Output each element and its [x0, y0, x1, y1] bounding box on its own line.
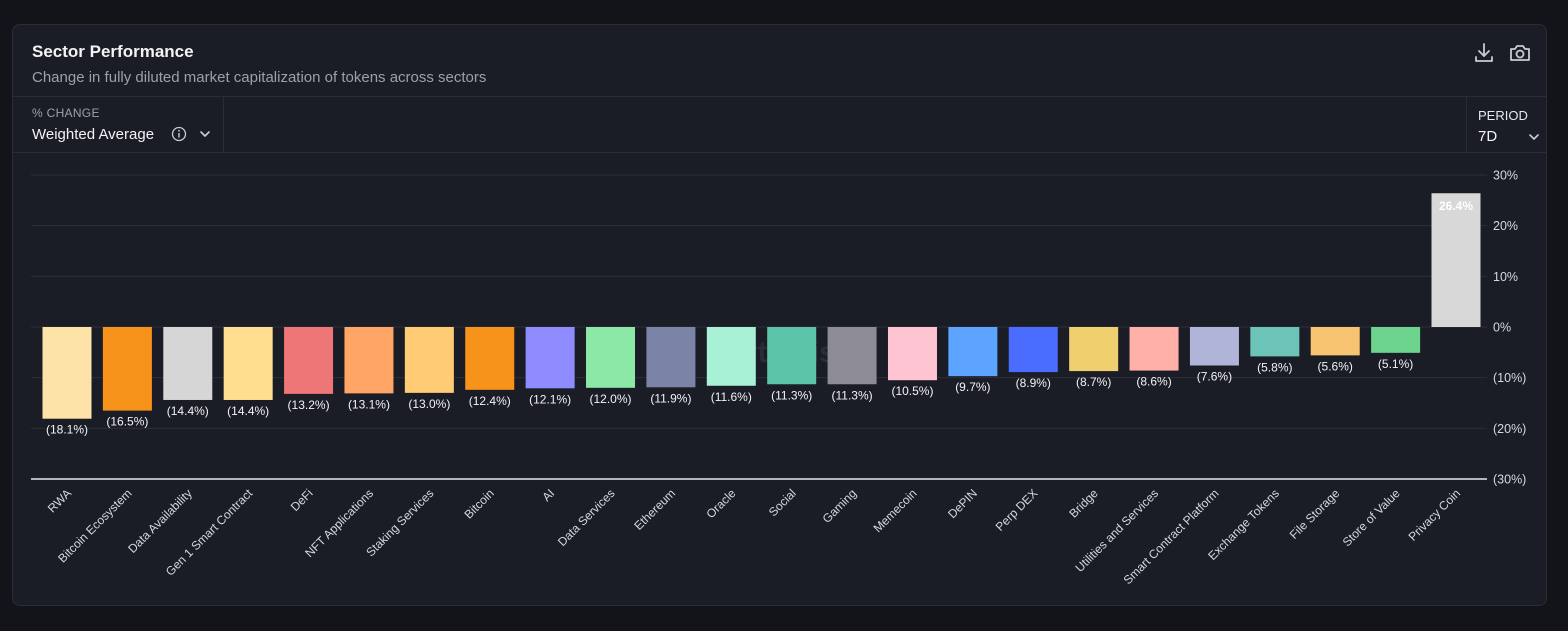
bar-oracle[interactable]: [706, 327, 756, 386]
bar-exchange-tokens[interactable]: [1250, 327, 1300, 357]
bar-smart-contract-platform[interactable]: [1189, 327, 1239, 366]
x-tick-label: Social: [766, 486, 799, 519]
data-label: (14.4%): [227, 404, 269, 418]
bar-bitcoin[interactable]: [465, 327, 515, 390]
data-label: 26.4%: [1439, 199, 1473, 213]
bar-nft-applications[interactable]: [344, 327, 394, 394]
data-label: (9.7%): [955, 380, 990, 394]
y-tick-label: 0%: [1493, 321, 1511, 335]
metric-dropdown[interactable]: % CHANGE Weighted Average: [13, 97, 224, 152]
data-label: (13.0%): [408, 397, 450, 411]
bar-gen-1-smart-contract[interactable]: [223, 327, 273, 400]
bar-staking-services[interactable]: [404, 327, 454, 393]
data-label: (7.6%): [1197, 370, 1232, 384]
y-tick-label: 20%: [1493, 219, 1518, 233]
chart-controls: % CHANGE Weighted Average PERIOD 7D: [13, 96, 1546, 153]
metric-label: % CHANGE: [32, 106, 100, 120]
data-label: (13.1%): [348, 397, 390, 411]
data-label: (12.4%): [469, 394, 511, 408]
x-tick-label: AI: [539, 486, 557, 504]
period-label: PERIOD: [1478, 108, 1528, 123]
data-label: (14.4%): [167, 404, 209, 418]
bar-ethereum[interactable]: [646, 327, 696, 388]
data-label: (10.5%): [891, 384, 933, 398]
period-value: 7D: [1478, 128, 1498, 145]
bar-data-services[interactable]: [586, 327, 636, 388]
bar-rwa[interactable]: [42, 327, 92, 419]
x-tick-label: Data Services: [555, 486, 618, 549]
data-label: (11.3%): [771, 388, 812, 402]
x-tick-label: Privacy Coin: [1406, 486, 1464, 544]
bar-bridge[interactable]: [1069, 327, 1119, 372]
x-tick-label: Oracle: [704, 486, 739, 521]
data-label: (16.5%): [106, 415, 148, 429]
bar-file-storage[interactable]: [1310, 327, 1360, 356]
data-label: (8.6%): [1136, 375, 1171, 389]
chevron-down-icon: [200, 131, 210, 137]
data-label: (5.1%): [1378, 357, 1413, 371]
y-axis-labels: 30% 20% 10% 0% (10%) (20%) (30%): [1493, 169, 1526, 487]
bar-utilities-and-services[interactable]: [1129, 327, 1179, 371]
sector-performance-card: Sector Performance Change in fully dilut…: [12, 24, 1547, 606]
x-tick-label: Gaming: [820, 486, 860, 526]
chart-subtitle: Change in fully diluted market capitaliz…: [32, 69, 487, 86]
y-tick-label: (10%): [1493, 371, 1526, 385]
bar-privacy-coin[interactable]: [1431, 193, 1481, 327]
grid-lines: [31, 174, 1487, 480]
x-tick-label: DeFi: [288, 486, 316, 514]
x-tick-label: Store of Value: [1340, 486, 1403, 549]
x-tick-label: Perp DEX: [993, 486, 1041, 534]
bar-data-availability[interactable]: [163, 327, 213, 400]
metric-value: Weighted Average: [32, 126, 155, 143]
info-icon[interactable]: [171, 126, 187, 142]
data-label: (11.3%): [832, 388, 873, 402]
data-label: (13.2%): [288, 398, 330, 412]
data-label: (5.8%): [1257, 360, 1292, 374]
x-tick-label: Ethereum: [631, 486, 678, 533]
download-icon[interactable]: [1472, 41, 1496, 65]
y-tick-label: (30%): [1493, 473, 1526, 487]
x-tick-label: Memecoin: [871, 486, 920, 535]
data-label: (11.9%): [650, 391, 691, 405]
bar-bitcoin-ecosystem[interactable]: [102, 327, 152, 411]
bar-gaming[interactable]: [827, 327, 877, 385]
chart-title: Sector Performance: [32, 42, 194, 61]
bar-store-of-value[interactable]: [1371, 327, 1421, 353]
x-tick-label: DePIN: [945, 486, 980, 521]
y-tick-label: 10%: [1493, 270, 1518, 284]
x-tick-label: File Storage: [1287, 486, 1343, 542]
chevron-down-icon: [1529, 134, 1539, 140]
data-label: (5.6%): [1318, 359, 1353, 373]
bars: (18.1%) (16.5%) (14.4%) (14.4%) (13.2%) (13.1…: [42, 193, 1481, 437]
data-label: (11.6%): [711, 390, 752, 404]
bar-memecoin[interactable]: [887, 327, 937, 381]
bar-social[interactable]: [767, 327, 817, 385]
y-tick-label: (20%): [1493, 422, 1526, 436]
x-tick-label: Bitcoin: [461, 486, 496, 521]
bar-perp-dex[interactable]: [1008, 327, 1058, 373]
period-dropdown[interactable]: PERIOD 7D: [1466, 97, 1547, 152]
bar-defi[interactable]: [284, 327, 334, 394]
y-tick-label: 30%: [1493, 169, 1518, 183]
data-label: (8.7%): [1076, 375, 1111, 389]
bar-depin[interactable]: [948, 327, 998, 377]
data-label: (18.1%): [46, 423, 88, 437]
x-tick-label: Bridge: [1066, 486, 1101, 521]
x-tick-label: RWA: [45, 486, 74, 515]
data-label: (8.9%): [1016, 376, 1051, 390]
camera-icon[interactable]: [1508, 41, 1532, 65]
data-label: (12.0%): [590, 392, 632, 406]
x-tick-label: Data Availability: [125, 486, 195, 556]
data-label: (12.1%): [529, 392, 571, 406]
bar-ai[interactable]: [525, 327, 575, 389]
